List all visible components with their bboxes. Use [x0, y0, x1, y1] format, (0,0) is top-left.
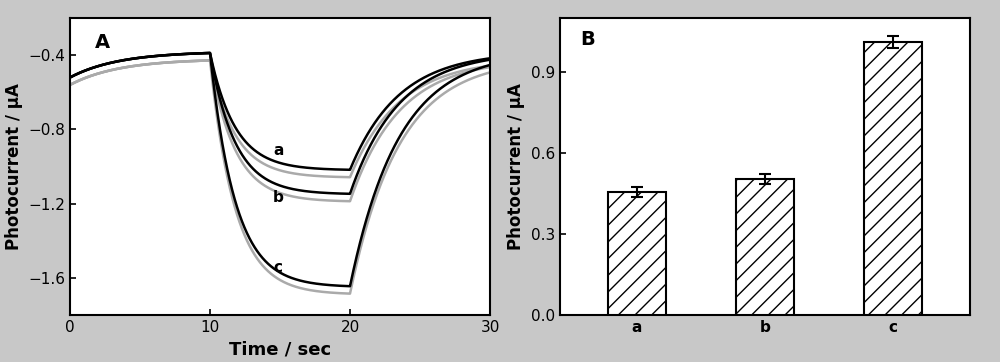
X-axis label: Time / sec: Time / sec [229, 340, 331, 358]
Text: b: b [273, 190, 284, 205]
Y-axis label: Photocurrent / μA: Photocurrent / μA [5, 83, 23, 250]
Bar [608, 192, 666, 315]
Bar [736, 179, 794, 315]
Text: c: c [273, 260, 282, 275]
Y-axis label: Photocurrent / μA: Photocurrent / μA [507, 83, 525, 250]
Text: B: B [580, 30, 595, 49]
Text: a: a [273, 143, 283, 159]
Bar [864, 42, 922, 315]
Text: A: A [95, 33, 110, 52]
